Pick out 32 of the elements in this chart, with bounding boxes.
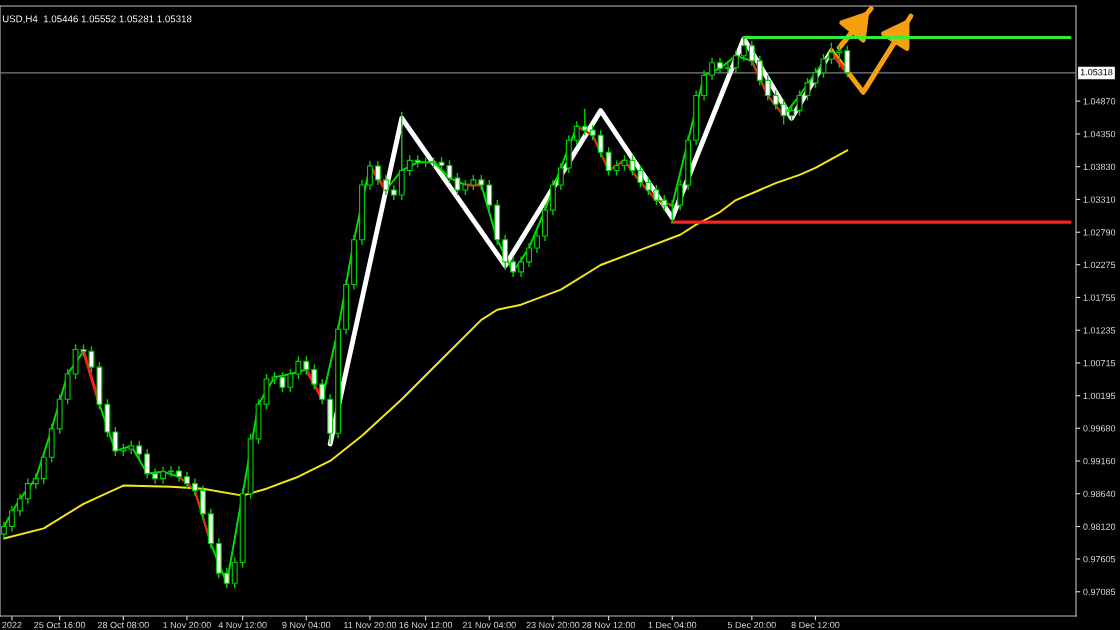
y-tick-label: 1.03310: [1083, 196, 1116, 203]
y-tick-label: 1.00195: [1083, 392, 1116, 400]
x-tick-label: 1 Nov 20:00: [163, 621, 211, 629]
x-tick-label: 28 Nov 12:00: [582, 621, 636, 629]
x-tick-label: 1 Dec 04:00: [648, 621, 697, 629]
x-tick-label: 21 Nov 04:00: [462, 621, 516, 629]
y-tick-label: 0.99160: [1083, 457, 1116, 465]
y-tick-label: 1.00715: [1083, 359, 1116, 367]
x-tick-label: 8 Dec 12:00: [791, 621, 840, 629]
y-tick-label: 1.01755: [1083, 294, 1116, 301]
x-tick-label: 28 Oct 08:00: [97, 621, 149, 629]
x-tick-label: 25 Oct 16:00: [34, 621, 86, 629]
y-tick-label: 1.02790: [1083, 229, 1116, 236]
x-tick-label: 11 Nov 20:00: [344, 621, 397, 629]
x-tick-label: 9 Nov 04:00: [282, 621, 331, 629]
x-tick-label: 5 Dec 20:00: [727, 621, 776, 629]
y-tick-label: 0.98640: [1083, 490, 1116, 498]
y-tick-label: 1.01235: [1083, 327, 1116, 334]
y-tick-label: 1.02275: [1083, 261, 1116, 269]
y-tick-label: 0.97605: [1083, 555, 1116, 563]
x-tick-label: 2022: [2, 621, 22, 629]
y-tick-label: 0.99680: [1083, 425, 1116, 432]
y-tick-label: 1.04350: [1083, 130, 1116, 138]
x-tick-label: 23 Nov 20:00: [526, 621, 580, 629]
y-tick-label: 1.03830: [1083, 163, 1116, 171]
y-tick-label: 0.97085: [1083, 588, 1116, 596]
ref-line-label: 1.05318: [1080, 68, 1113, 76]
y-tick-label: 0.98120: [1083, 523, 1116, 530]
x-tick-label: 16 Nov 12:00: [399, 621, 453, 629]
x-tick-label: 4 Nov 12:00: [218, 621, 267, 629]
text: USD,H4 1.05446 1.05552 1.05281 1.05318: [2, 15, 192, 24]
y-tick-label: 1.04870: [1083, 98, 1116, 105]
